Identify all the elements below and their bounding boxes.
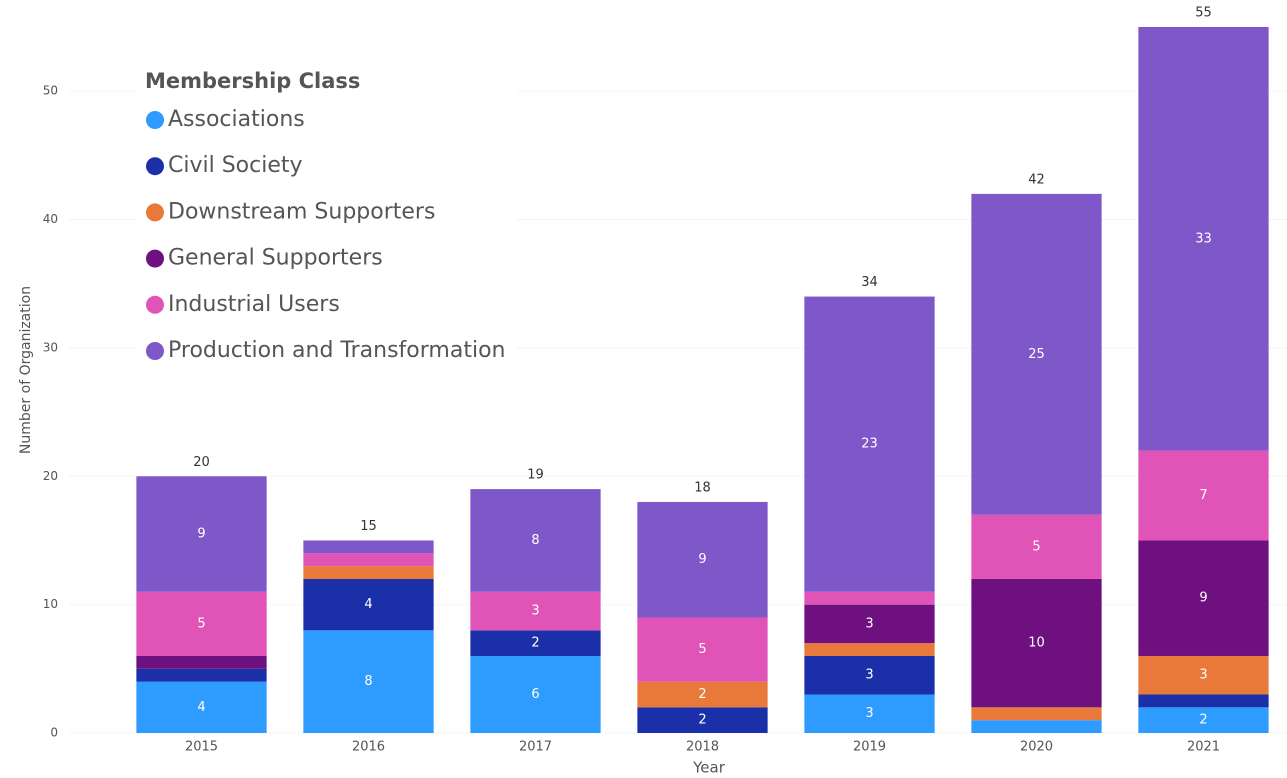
legend-label: Production and Transformation bbox=[168, 338, 505, 363]
segment-label: 3 bbox=[1199, 668, 1207, 683]
bar-segment bbox=[1138, 27, 1269, 451]
legend-marker bbox=[146, 203, 164, 222]
segment-label: 8 bbox=[531, 533, 539, 548]
segment-label: 6 bbox=[531, 687, 539, 702]
bar-segment bbox=[804, 643, 935, 656]
bar-segment bbox=[136, 655, 267, 669]
y-tick-label: 50 bbox=[43, 84, 58, 98]
segment-label: 9 bbox=[197, 527, 205, 542]
x-tick-label: 2021 bbox=[1187, 740, 1220, 755]
segment-label: 7 bbox=[1199, 488, 1207, 503]
y-axis-label: Number of Organization bbox=[18, 286, 34, 454]
x-tick-label: 2015 bbox=[185, 740, 218, 755]
segment-label: 3 bbox=[865, 616, 873, 631]
bar-segment bbox=[470, 489, 601, 592]
legend-label: Industrial Users bbox=[168, 292, 340, 317]
bar-segment bbox=[971, 720, 1102, 733]
bar-segment bbox=[1138, 694, 1269, 708]
segment-label: 3 bbox=[865, 706, 873, 721]
bar-segment bbox=[804, 591, 935, 605]
legend-marker bbox=[146, 111, 164, 129]
legend-box bbox=[135, 60, 515, 370]
segment-label: 25 bbox=[1028, 347, 1045, 362]
total-label: 18 bbox=[694, 480, 711, 495]
segment-label: 9 bbox=[1199, 591, 1207, 606]
x-tick-label: 2017 bbox=[519, 740, 552, 755]
total-label: 34 bbox=[861, 275, 878, 290]
total-label: 19 bbox=[527, 468, 544, 483]
bar-segment bbox=[1138, 707, 1269, 733]
bar-segment bbox=[637, 707, 768, 733]
segment-label: 2 bbox=[698, 713, 706, 728]
segment-label: 3 bbox=[531, 604, 539, 619]
segment-label: 5 bbox=[698, 642, 706, 657]
legend-title: Membership Class bbox=[145, 69, 360, 93]
legend-label: Downstream Supporters bbox=[168, 199, 435, 224]
segment-label: 9 bbox=[698, 552, 706, 567]
segment-label: 5 bbox=[197, 616, 205, 631]
bar-segment bbox=[804, 604, 935, 644]
x-tick-label: 2020 bbox=[1020, 740, 1053, 755]
bar-segment bbox=[804, 694, 935, 733]
x-tick-label: 2018 bbox=[686, 740, 719, 755]
y-tick-label: 30 bbox=[43, 340, 58, 354]
bar-segment bbox=[971, 707, 1102, 721]
segment-label: 2 bbox=[698, 687, 706, 702]
legend-marker bbox=[146, 249, 164, 268]
x-tick-label: 2019 bbox=[853, 740, 886, 755]
x-tick-label: 2016 bbox=[352, 740, 385, 755]
bar-segment bbox=[1138, 540, 1269, 656]
y-tick-label: 20 bbox=[43, 469, 58, 483]
bar-segment bbox=[303, 566, 434, 579]
legend-label: Civil Society bbox=[168, 153, 303, 178]
total-label: 55 bbox=[1195, 6, 1212, 21]
legend-marker bbox=[146, 295, 164, 314]
segment-label: 5 bbox=[1032, 539, 1040, 554]
bar-segment bbox=[303, 578, 434, 631]
segment-label: 33 bbox=[1195, 231, 1212, 246]
y-tick-label: 0 bbox=[50, 726, 58, 740]
bar-segment bbox=[136, 681, 267, 733]
segment-label: 23 bbox=[861, 437, 878, 452]
bar-segment bbox=[470, 591, 601, 631]
legend-label: Associations bbox=[168, 107, 305, 132]
bar-segment bbox=[637, 617, 768, 682]
total-label: 42 bbox=[1028, 172, 1045, 187]
segment-label: 4 bbox=[197, 700, 205, 715]
bar-segment bbox=[1138, 655, 1269, 695]
bar-segment bbox=[303, 630, 434, 733]
bar-segment bbox=[303, 540, 434, 554]
segment-label: 2 bbox=[1199, 713, 1207, 728]
y-tick-label: 10 bbox=[43, 597, 58, 611]
bar-segment bbox=[971, 578, 1102, 708]
bar-segment bbox=[470, 655, 601, 733]
x-axis-label: Year bbox=[692, 759, 726, 777]
bar-segment bbox=[971, 514, 1102, 579]
bar-segment bbox=[303, 553, 434, 567]
segment-label: 10 bbox=[1028, 636, 1045, 651]
total-label: 20 bbox=[193, 455, 210, 470]
bar-segment bbox=[804, 655, 935, 695]
segment-label: 4 bbox=[364, 597, 372, 612]
bar-segment bbox=[136, 591, 267, 656]
bar-segment bbox=[136, 476, 267, 592]
legend-marker bbox=[146, 342, 164, 360]
bar-segment bbox=[470, 630, 601, 656]
legend-label: General Supporters bbox=[168, 246, 383, 271]
legend-marker bbox=[146, 157, 164, 176]
segment-label: 8 bbox=[364, 674, 372, 689]
total-label: 15 bbox=[360, 519, 377, 534]
bar-segment bbox=[637, 501, 768, 618]
bar-segment bbox=[1138, 450, 1269, 541]
bar-segment bbox=[804, 296, 935, 592]
bar-segment bbox=[136, 668, 267, 682]
bar-segment bbox=[971, 193, 1102, 515]
segment-label: 3 bbox=[865, 668, 873, 683]
y-tick-label: 40 bbox=[43, 212, 58, 226]
bar-segment bbox=[637, 681, 768, 708]
segment-label: 2 bbox=[531, 636, 539, 651]
